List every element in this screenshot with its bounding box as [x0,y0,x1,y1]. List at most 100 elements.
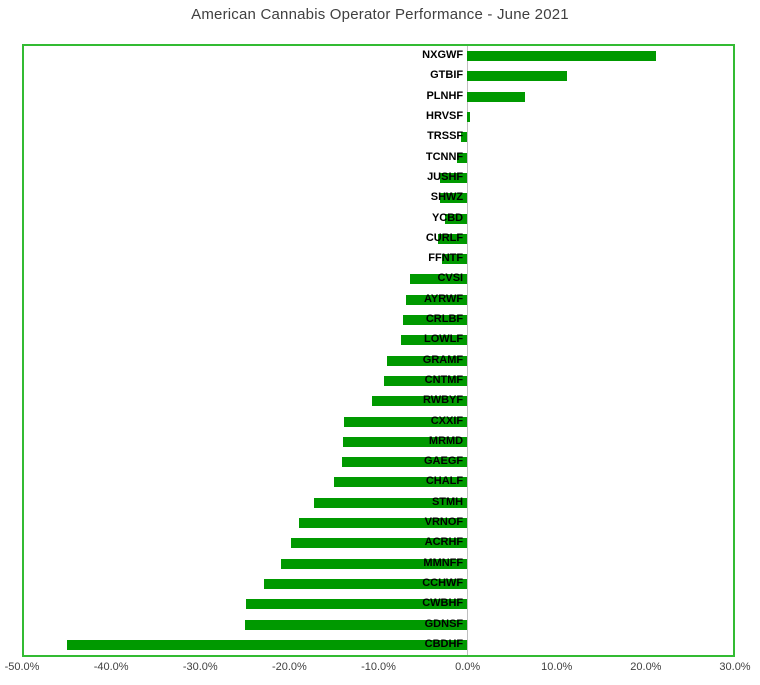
bar-row-mmnff: MMNFF [24,554,733,574]
category-label-mmnff: MMNFF [423,556,464,569]
x-tick-label-300: 30.0% [719,661,751,673]
bar-row-gaegf: GAEGF [24,452,733,472]
bar-hrvsf [467,112,470,123]
category-label-ayrwf: AYRWF [424,292,464,305]
bar-row-cbdhf: CBDHF [24,635,733,655]
bar-row-ycbd: YCBD [24,208,733,228]
bar-row-plnhf: PLNHF [24,87,733,107]
category-label-gtbif: GTBIF [430,69,464,82]
bar-gtbif [467,71,568,82]
bar-trssf [460,132,468,143]
bar-rwbyf [372,396,468,407]
x-tick-label--400: -40.0% [93,661,129,673]
bar-acrhf [290,538,468,549]
x-tick-label--100: -10.0% [361,661,396,673]
category-label-cchwf: CCHWF [422,576,464,589]
bar-row-gdnsf: GDNSF [24,614,733,634]
bar-row-tcnnf: TCNNF [24,148,733,168]
category-label-hrvsf: HRVSF [426,110,464,123]
category-label-rwbyf: RWBYF [422,394,464,407]
bar-cchwf [264,578,468,589]
bar-lowlf [400,335,468,346]
x-axis: -50.0% -40.0% -30.0% -20.0% -10.0% 0.0% 10.0% 2… [5,661,751,681]
category-label-shwz: SHWZ [430,191,464,204]
category-label-jushf: JUSHF [427,170,464,183]
x-tick-label-00: 0.0% [455,661,481,673]
bar-chalf [334,477,468,488]
bar-row-crlbf: CRLBF [24,310,733,330]
bar-row-nxgwf: NXGWF [24,46,733,66]
category-label-cbdhf: CBDHF [424,637,464,650]
bar-mrmd [343,436,468,447]
x-tick-label--200: -20.0% [271,661,307,673]
bar-row-cxxif: CXXIF [24,411,733,431]
bar-ayrwf [405,294,468,305]
bar-row-rwbyf: RWBYF [24,391,733,411]
bar-row-acrhf: ACRHF [24,533,733,553]
zero-gridline [467,46,469,655]
bar-ffntf [442,254,468,265]
bar-gdnsf [244,619,468,630]
category-label-acrhf: ACRHF [424,536,464,549]
bar-row-gramf: GRAMF [24,351,733,371]
category-label-tcnnf: TCNNF [425,150,464,163]
bar-row-cvsi: CVSI [24,269,733,289]
bar-row-chalf: CHALF [24,472,733,492]
bar-row-cntmf: CNTMF [24,371,733,391]
category-label-cxxif: CXXIF [430,414,464,427]
category-label-mrmd: MRMD [428,434,464,447]
bar-cntmf [383,375,468,386]
category-label-gramf: GRAMF [422,353,464,366]
category-label-curlf: CURLF [425,231,464,244]
bar-curlf [437,233,468,244]
category-label-cvsi: CVSI [437,272,464,285]
x-tick-label-200: 20.0% [630,661,662,673]
category-label-cntmf: CNTMF [424,373,464,386]
category-label-chalf: CHALF [425,475,464,488]
category-label-gaegf: GAEGF [424,455,464,468]
bar-stmh [313,497,468,508]
bar-nxgwf [467,51,656,62]
category-label-ycbd: YCBD [431,211,464,224]
bar-row-jushf: JUSHF [24,168,733,188]
bar-row-cwbhf: CWBHF [24,594,733,614]
bar-row-gtbif: GTBIF [24,66,733,86]
category-label-vrnof: VRNOF [424,516,464,529]
category-label-cwbhf: CWBHF [422,597,464,610]
bar-row-stmh: STMH [24,493,733,513]
bar-vrnof [298,518,468,529]
bar-jushf [439,172,468,183]
bar-row-shwz: SHWZ [24,188,733,208]
x-tick-label--300: -30.0% [182,661,218,673]
bar-ycbd [444,213,468,224]
category-label-stmh: STMH [431,495,464,508]
bar-cxxif [343,416,468,427]
bar-row-trssf: TRSSF [24,127,733,147]
category-label-plnhf: PLNHF [426,89,464,102]
bar-cvsi [409,274,468,285]
x-tick-label-100: 10.0% [541,661,573,673]
bar-row-mrmd: MRMD [24,432,733,452]
bar-row-ffntf: FFNTF [24,249,733,269]
chart-title: American Cannabis Operator Performance -… [191,6,569,23]
bar-mmnff [281,558,468,569]
bar-plnhf [467,91,525,102]
category-label-ffntf: FFNTF [428,252,464,265]
category-label-trssf: TRSSF [427,130,464,143]
bar-row-cchwf: CCHWF [24,574,733,594]
bar-cwbhf [246,599,468,610]
bar-row-vrnof: VRNOF [24,513,733,533]
bar-tcnnf [457,152,468,163]
category-label-crlbf: CRLBF [425,313,464,326]
category-label-lowlf: LOWLF [424,333,464,346]
bar-row-lowlf: LOWLF [24,330,733,350]
bar-shwz [439,193,468,204]
category-label-gdnsf: GDNSF [424,617,464,630]
plot-area: NXGWF GTBIF PLNHF HRVSF TRSSF TCNNF JUSHF SHWZ Y… [22,44,735,657]
x-tick-label--500: -50.0% [4,661,40,673]
bar-cbdhf [66,639,468,650]
bar-gaegf [342,457,468,468]
category-label-nxgwf: NXGWF [422,49,464,62]
bar-crlbf [403,315,468,326]
